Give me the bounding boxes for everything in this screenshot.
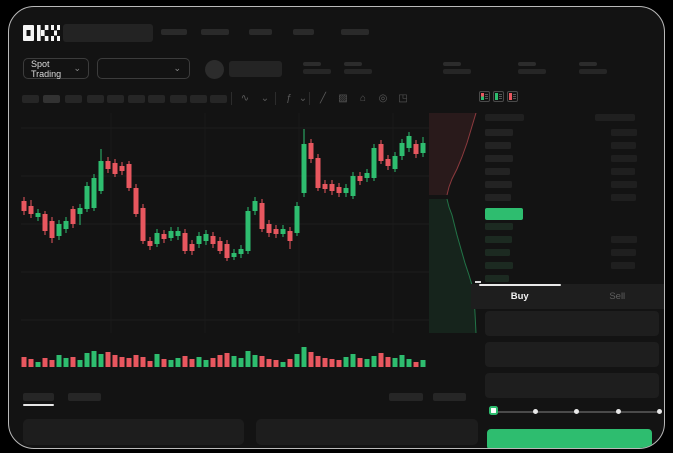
bottom-tab-order-history[interactable] <box>68 393 101 401</box>
ask-price-placeholder[interactable] <box>485 129 513 136</box>
settings-target-icon[interactable]: ◎ <box>378 93 388 104</box>
pair-avatar <box>205 60 224 79</box>
ask-amount-placeholder[interactable] <box>611 168 635 175</box>
interval-button[interactable] <box>190 95 207 103</box>
bid-price-placeholder[interactable] <box>485 249 510 256</box>
slider-stop[interactable] <box>574 409 579 414</box>
nav-item[interactable] <box>341 29 369 35</box>
global-search-input[interactable] <box>63 24 153 42</box>
bottom-tab-open-orders[interactable] <box>23 393 54 401</box>
pair-selector-dropdown[interactable]: ⌄ <box>97 58 190 79</box>
bid-price-placeholder[interactable] <box>485 262 513 269</box>
trade-side-tabs: Buy Sell <box>471 284 664 309</box>
slider-stop[interactable] <box>532 409 538 414</box>
interval-button[interactable] <box>210 95 227 103</box>
interval-button[interactable] <box>170 95 187 103</box>
total-input[interactable] <box>485 373 659 398</box>
ticker-stat-placeholder <box>579 69 607 74</box>
slider-stop[interactable] <box>615 409 621 414</box>
bid-price-placeholder[interactable] <box>485 275 509 282</box>
bottom-action-placeholder[interactable] <box>389 393 423 401</box>
snapshot-icon[interactable]: ⌂ <box>359 93 367 104</box>
orderbook-layout-both-icon[interactable] <box>479 91 490 102</box>
candlestick-chart[interactable] <box>21 113 429 333</box>
hatch-tool-icon[interactable]: ▨ <box>338 93 348 104</box>
ticker-stat-placeholder <box>344 69 372 74</box>
nav-item[interactable] <box>249 29 272 35</box>
ticker-stat-placeholder <box>303 69 331 74</box>
ask-amount-placeholder[interactable] <box>611 129 637 136</box>
chevron-down-icon: ⌄ <box>173 63 181 73</box>
interval-button[interactable] <box>22 95 39 103</box>
okx-logo <box>23 25 60 41</box>
ask-price-placeholder[interactable] <box>485 142 511 149</box>
ask-price-placeholder[interactable] <box>485 181 512 188</box>
bottom-action-placeholder[interactable] <box>433 393 466 401</box>
active-tab-indicator <box>479 284 561 286</box>
bottom-panel-right <box>256 419 478 445</box>
interval-button[interactable] <box>87 95 104 103</box>
bid-amount-placeholder[interactable] <box>611 236 637 243</box>
orderbook-layout-asks-icon[interactable] <box>507 91 518 102</box>
depth-chart <box>429 113 477 333</box>
nav-item[interactable] <box>161 29 187 35</box>
ask-price-placeholder[interactable] <box>485 194 511 201</box>
price-input[interactable] <box>485 311 659 336</box>
indicators-fx-icon[interactable]: ƒ <box>286 93 292 104</box>
nav-item[interactable] <box>293 29 314 35</box>
bid-price-placeholder[interactable] <box>485 236 512 243</box>
trend-line-tool-icon[interactable]: ╱ <box>319 93 327 104</box>
ticker-stat-placeholder <box>344 62 362 66</box>
bid-amount-placeholder[interactable] <box>611 262 635 269</box>
amount-input[interactable] <box>485 342 659 367</box>
ticker-stat-placeholder <box>443 69 471 74</box>
ticker-stat-placeholder <box>518 62 536 66</box>
bid-amount-placeholder[interactable] <box>611 249 636 256</box>
bottom-tab-underline <box>23 404 54 406</box>
orderbook-header-amount <box>595 114 635 121</box>
volume-histogram <box>21 347 426 367</box>
pair-name-placeholder <box>229 61 282 77</box>
market-mode-dropdown[interactable]: Spot Trading ⌄ <box>23 58 89 79</box>
amount-slider-handle[interactable] <box>489 406 498 415</box>
ask-price-placeholder[interactable] <box>485 168 510 175</box>
ticker-stat-placeholder <box>518 69 546 74</box>
chevron-down-icon[interactable]: ⌄ <box>298 93 308 104</box>
ticker-stat-placeholder <box>303 62 321 66</box>
buy-submit-button[interactable] <box>487 429 652 448</box>
ticker-stat-placeholder <box>579 62 597 66</box>
interval-button[interactable] <box>65 95 82 103</box>
market-mode-label: Spot Trading <box>31 58 62 79</box>
ticker-stat-placeholder <box>443 62 461 66</box>
last-price-axis-marker <box>475 281 481 283</box>
bid-price-placeholder[interactable] <box>485 223 513 230</box>
nav-item[interactable] <box>201 29 229 35</box>
fullscreen-icon[interactable]: ◳ <box>398 93 408 104</box>
candle-style-icon[interactable]: ∿ <box>240 93 250 104</box>
app-window: Spot Trading ⌄ ⌄ ∿ ⌄ ƒ ⌄ ╱ ▨ ⌂ ◎ ◳ Buy <box>8 6 665 449</box>
ask-amount-placeholder[interactable] <box>611 181 637 188</box>
orderbook-header-price <box>485 114 524 121</box>
ask-price-placeholder[interactable] <box>485 155 513 162</box>
chevron-down-icon: ⌄ <box>73 63 81 73</box>
interval-button[interactable] <box>148 95 165 103</box>
slider-stop[interactable] <box>657 409 662 414</box>
bottom-panel-left <box>23 419 244 445</box>
orderbook-layout-bids-icon[interactable] <box>493 91 504 102</box>
interval-button[interactable] <box>128 95 145 103</box>
tab-buy[interactable]: Buy <box>471 284 569 309</box>
orderbook-last-price[interactable] <box>485 208 523 220</box>
ask-amount-placeholder[interactable] <box>611 194 636 201</box>
interval-button[interactable] <box>43 95 60 103</box>
ask-amount-placeholder[interactable] <box>611 142 636 149</box>
chevron-down-icon[interactable]: ⌄ <box>260 93 270 104</box>
interval-button[interactable] <box>107 95 124 103</box>
tab-sell[interactable]: Sell <box>609 291 626 302</box>
ask-amount-placeholder[interactable] <box>611 155 637 162</box>
